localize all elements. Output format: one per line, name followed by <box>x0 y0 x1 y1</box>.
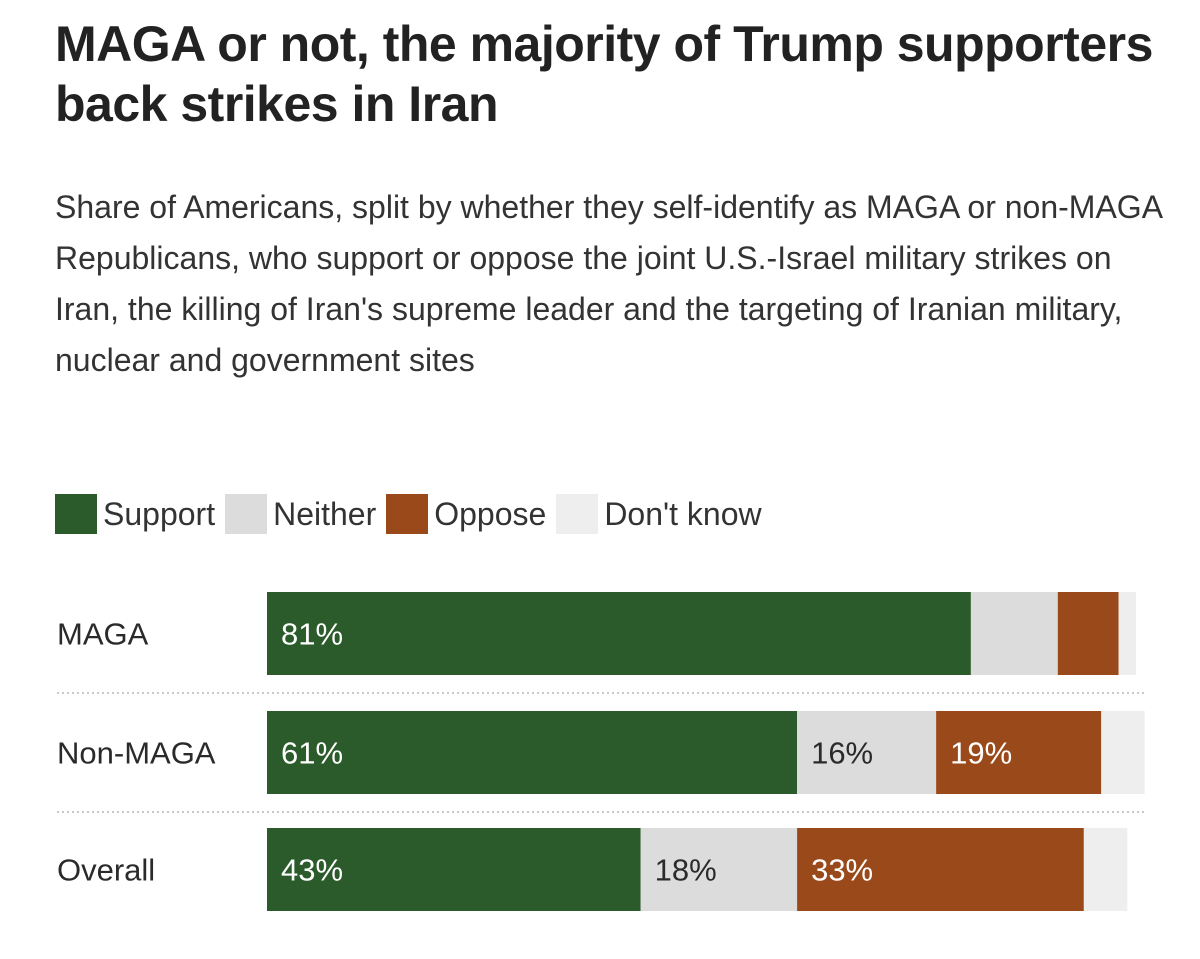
legend-item-oppose: Oppose <box>386 494 546 534</box>
legend-label-dont-know: Don't know <box>604 495 762 532</box>
bar-overall-neither <box>640 828 798 911</box>
legend-swatch-oppose <box>386 494 429 534</box>
bar-overall-don-t-know <box>1083 828 1128 911</box>
bar-non-maga-neither <box>797 711 937 794</box>
legend-swatch-support <box>55 494 97 534</box>
chart-subtitle: Share of Americans, split by whether the… <box>55 189 1162 378</box>
data-label-overall-neither: 18% <box>655 853 717 888</box>
bar-non-maga-oppose <box>936 711 1102 794</box>
legend: Support Neither Oppose Don't know <box>55 492 772 536</box>
data-label-maga-support: 81% <box>281 617 343 652</box>
chart-title: MAGA or not, the majority of Trump suppo… <box>55 16 1153 132</box>
legend-label-neither: Neither <box>273 495 377 532</box>
legend-label-support: Support <box>103 495 216 532</box>
legend-label-oppose: Oppose <box>434 495 547 532</box>
bar-non-maga-don-t-know <box>1101 711 1145 794</box>
bar-non-maga-support <box>267 711 798 794</box>
legend-swatch-dont-know <box>556 494 599 534</box>
data-label-overall-support: 43% <box>281 853 343 888</box>
bar-maga-don-t-know <box>1118 592 1136 675</box>
category-label-overall: Overall <box>57 853 155 888</box>
legend-item-dont-know: Don't know <box>556 494 762 534</box>
bar-maga-oppose <box>1057 592 1119 675</box>
bar-maga-neither <box>970 592 1058 675</box>
bar-overall-support <box>267 828 641 911</box>
legend-item-neither: Neither <box>225 494 376 534</box>
data-label-overall-oppose: 33% <box>811 853 873 888</box>
category-label-non-maga: Non-MAGA <box>57 736 216 771</box>
category-label-maga: MAGA <box>57 617 149 652</box>
data-label-non-maga-neither: 16% <box>811 736 873 771</box>
bar-maga-support <box>267 592 971 675</box>
bar-overall-oppose <box>797 828 1084 911</box>
legend-item-support: Support <box>55 494 215 534</box>
data-label-non-maga-oppose: 19% <box>950 736 1012 771</box>
data-label-non-maga-support: 61% <box>281 736 343 771</box>
legend-swatch-neither <box>225 494 268 534</box>
